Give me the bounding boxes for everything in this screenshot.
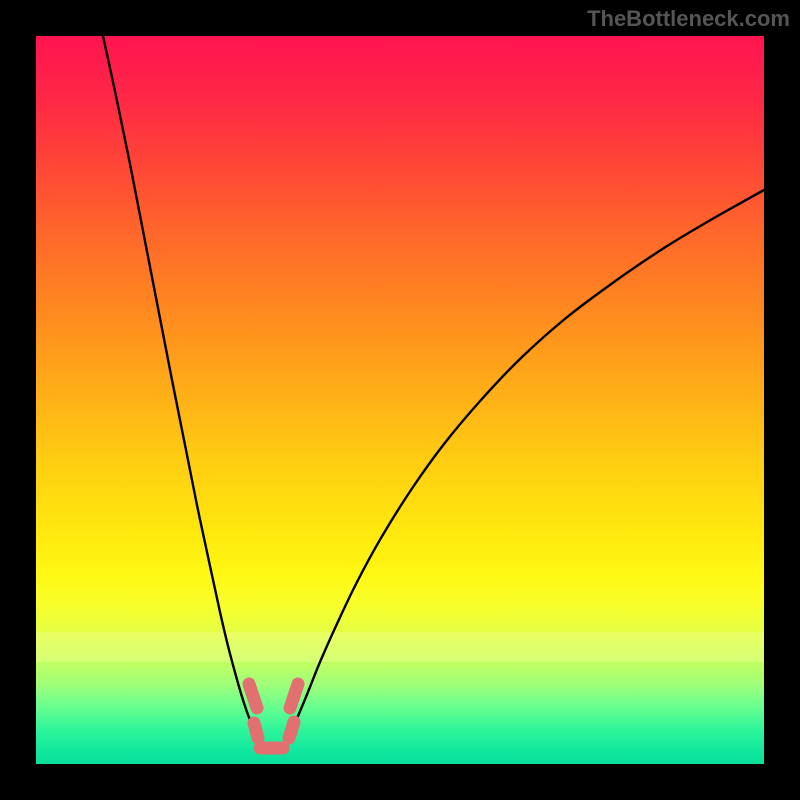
trough-stub-0 [249,684,257,708]
trough-pale-band [36,632,764,662]
trough-stub-4 [290,684,298,708]
plot-area [36,36,764,764]
chart-svg [36,36,764,764]
watermark-text: TheBottleneck.com [587,6,790,32]
trough-stub-1 [254,723,258,738]
trough-stub-3 [289,722,294,738]
